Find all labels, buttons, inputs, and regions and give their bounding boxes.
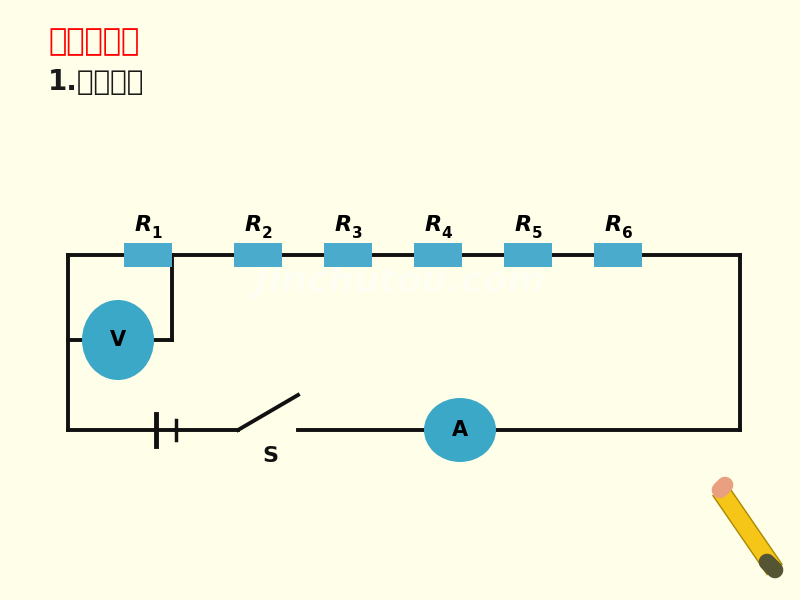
Text: 2: 2 (262, 226, 272, 241)
Ellipse shape (424, 398, 496, 462)
Text: A: A (452, 420, 468, 440)
Text: Jinchutou.com: Jinchutou.com (255, 265, 545, 299)
Bar (594, 243, 642, 267)
Text: S: S (262, 446, 278, 466)
Text: R: R (134, 215, 151, 235)
Bar (124, 243, 172, 267)
Text: 6: 6 (622, 226, 632, 241)
Text: V: V (110, 330, 126, 350)
Bar (324, 243, 372, 267)
Ellipse shape (82, 300, 154, 380)
Text: R: R (514, 215, 531, 235)
Text: 4: 4 (442, 226, 452, 241)
Bar (234, 243, 282, 267)
Text: 1.电路图：: 1.电路图： (48, 68, 144, 96)
Bar (414, 243, 462, 267)
Text: 5: 5 (532, 226, 542, 241)
Text: 3: 3 (352, 226, 362, 241)
Bar (504, 243, 552, 267)
Text: R: R (334, 215, 351, 235)
Text: R: R (245, 215, 262, 235)
Text: R: R (605, 215, 622, 235)
Text: R: R (425, 215, 442, 235)
Text: 1: 1 (152, 226, 162, 241)
Text: 解题过程：: 解题过程： (48, 28, 139, 56)
